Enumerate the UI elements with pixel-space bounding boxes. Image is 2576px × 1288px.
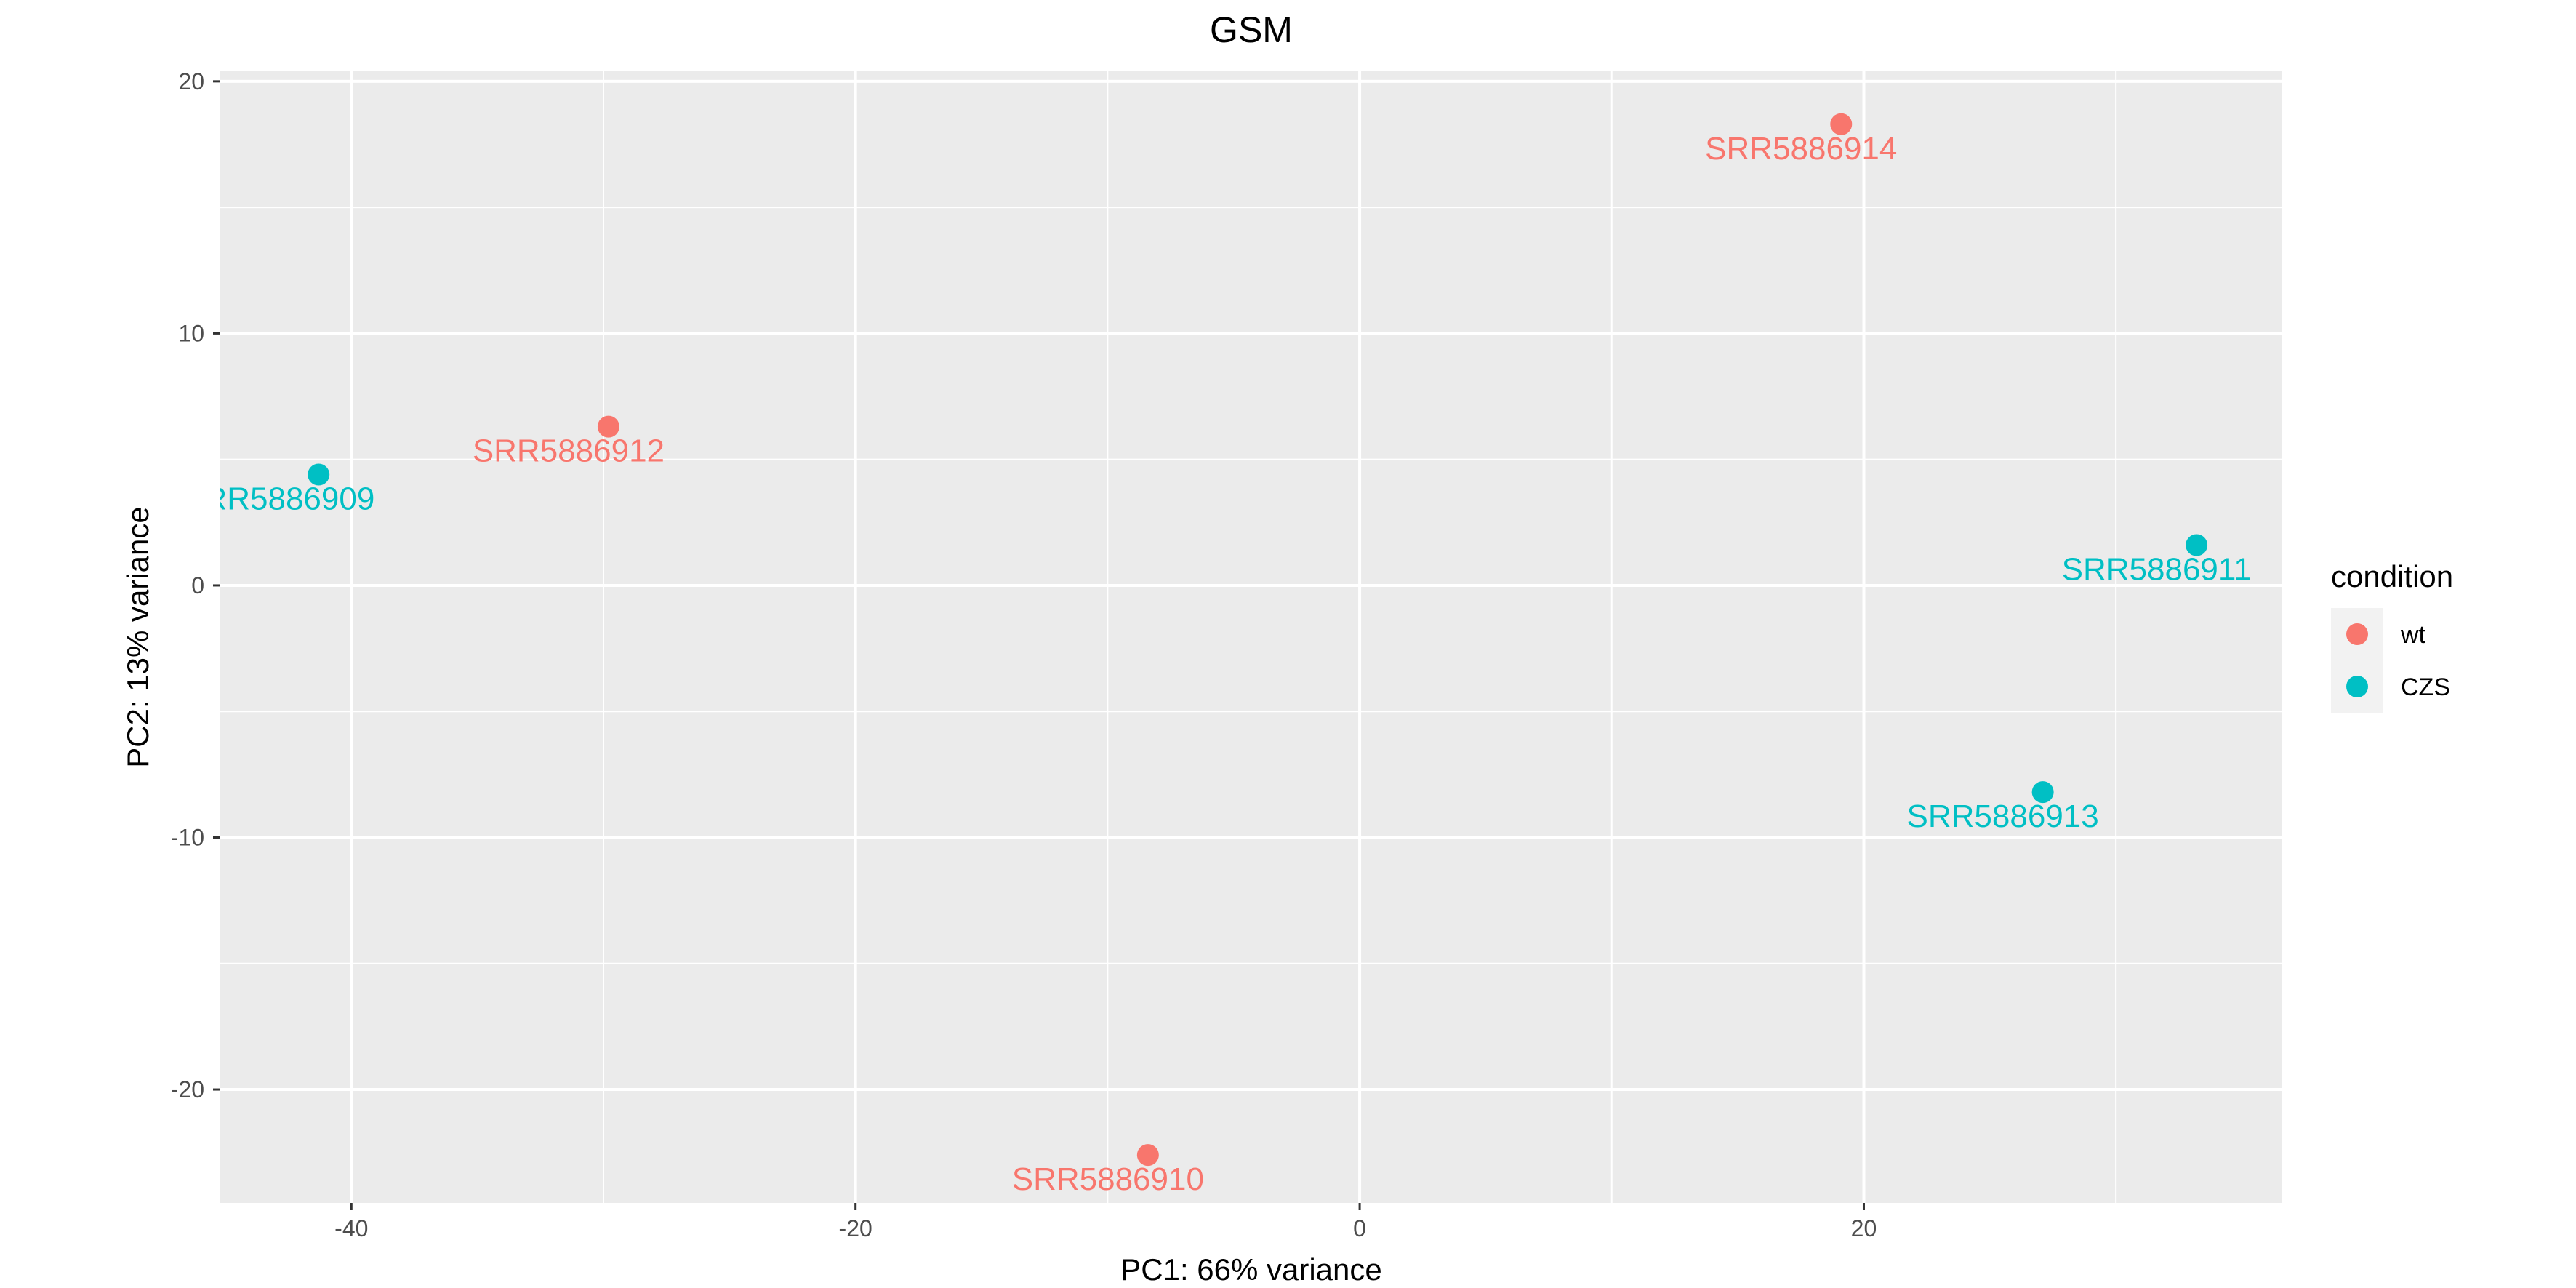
- data-point: [1830, 113, 1853, 135]
- point-labels: SRR5886914 SRR5886912 SRR5886910 SRR5886909…: [182, 131, 2252, 1197]
- y-tick-label: 20: [178, 68, 204, 95]
- point-label: SRR5886912: [473, 433, 665, 469]
- data-points: [308, 113, 2208, 1167]
- data-point: [597, 415, 619, 438]
- x-axis-title: PC1: 66% variance: [1120, 1252, 1382, 1287]
- y-tick-label: -10: [171, 825, 204, 851]
- chart-title: GSM: [1210, 9, 1293, 50]
- major-gridlines: [220, 71, 2282, 1203]
- y-tick-label: 10: [178, 320, 204, 346]
- y-tick-label: 0: [191, 572, 204, 599]
- y-axis-title: PC2: 13% variance: [121, 506, 155, 768]
- point-label: SRR5886914: [1705, 131, 1897, 167]
- plot-panel: [220, 71, 2282, 1203]
- point-label: SRR5886911: [2062, 552, 2252, 588]
- y-tick-label: -20: [171, 1076, 204, 1103]
- minor-gridlines: [220, 71, 2282, 1203]
- point-label: SRR5886910: [1012, 1161, 1204, 1197]
- data-point: [2186, 534, 2208, 556]
- legend-marker: [2346, 676, 2368, 697]
- x-axis: -40 -20 0 20: [334, 1203, 1877, 1241]
- x-tick-label: 20: [1851, 1215, 1877, 1241]
- legend: condition wt CZS: [2331, 559, 2453, 713]
- point-label: SRR5886913: [1907, 799, 2099, 834]
- x-tick-label: -20: [839, 1215, 872, 1241]
- y-axis: -20 -10 0 10 20: [171, 68, 220, 1103]
- data-point: [308, 463, 330, 486]
- x-tick-label: 0: [1353, 1215, 1366, 1241]
- legend-label: wt: [2400, 621, 2426, 649]
- x-tick-label: -40: [334, 1215, 368, 1241]
- legend-title: condition: [2331, 559, 2453, 593]
- data-point: [2031, 781, 2054, 804]
- point-label: SRR5886909: [182, 481, 374, 516]
- legend-marker: [2346, 623, 2368, 645]
- legend-label: CZS: [2401, 673, 2450, 701]
- data-point: [1136, 1144, 1159, 1167]
